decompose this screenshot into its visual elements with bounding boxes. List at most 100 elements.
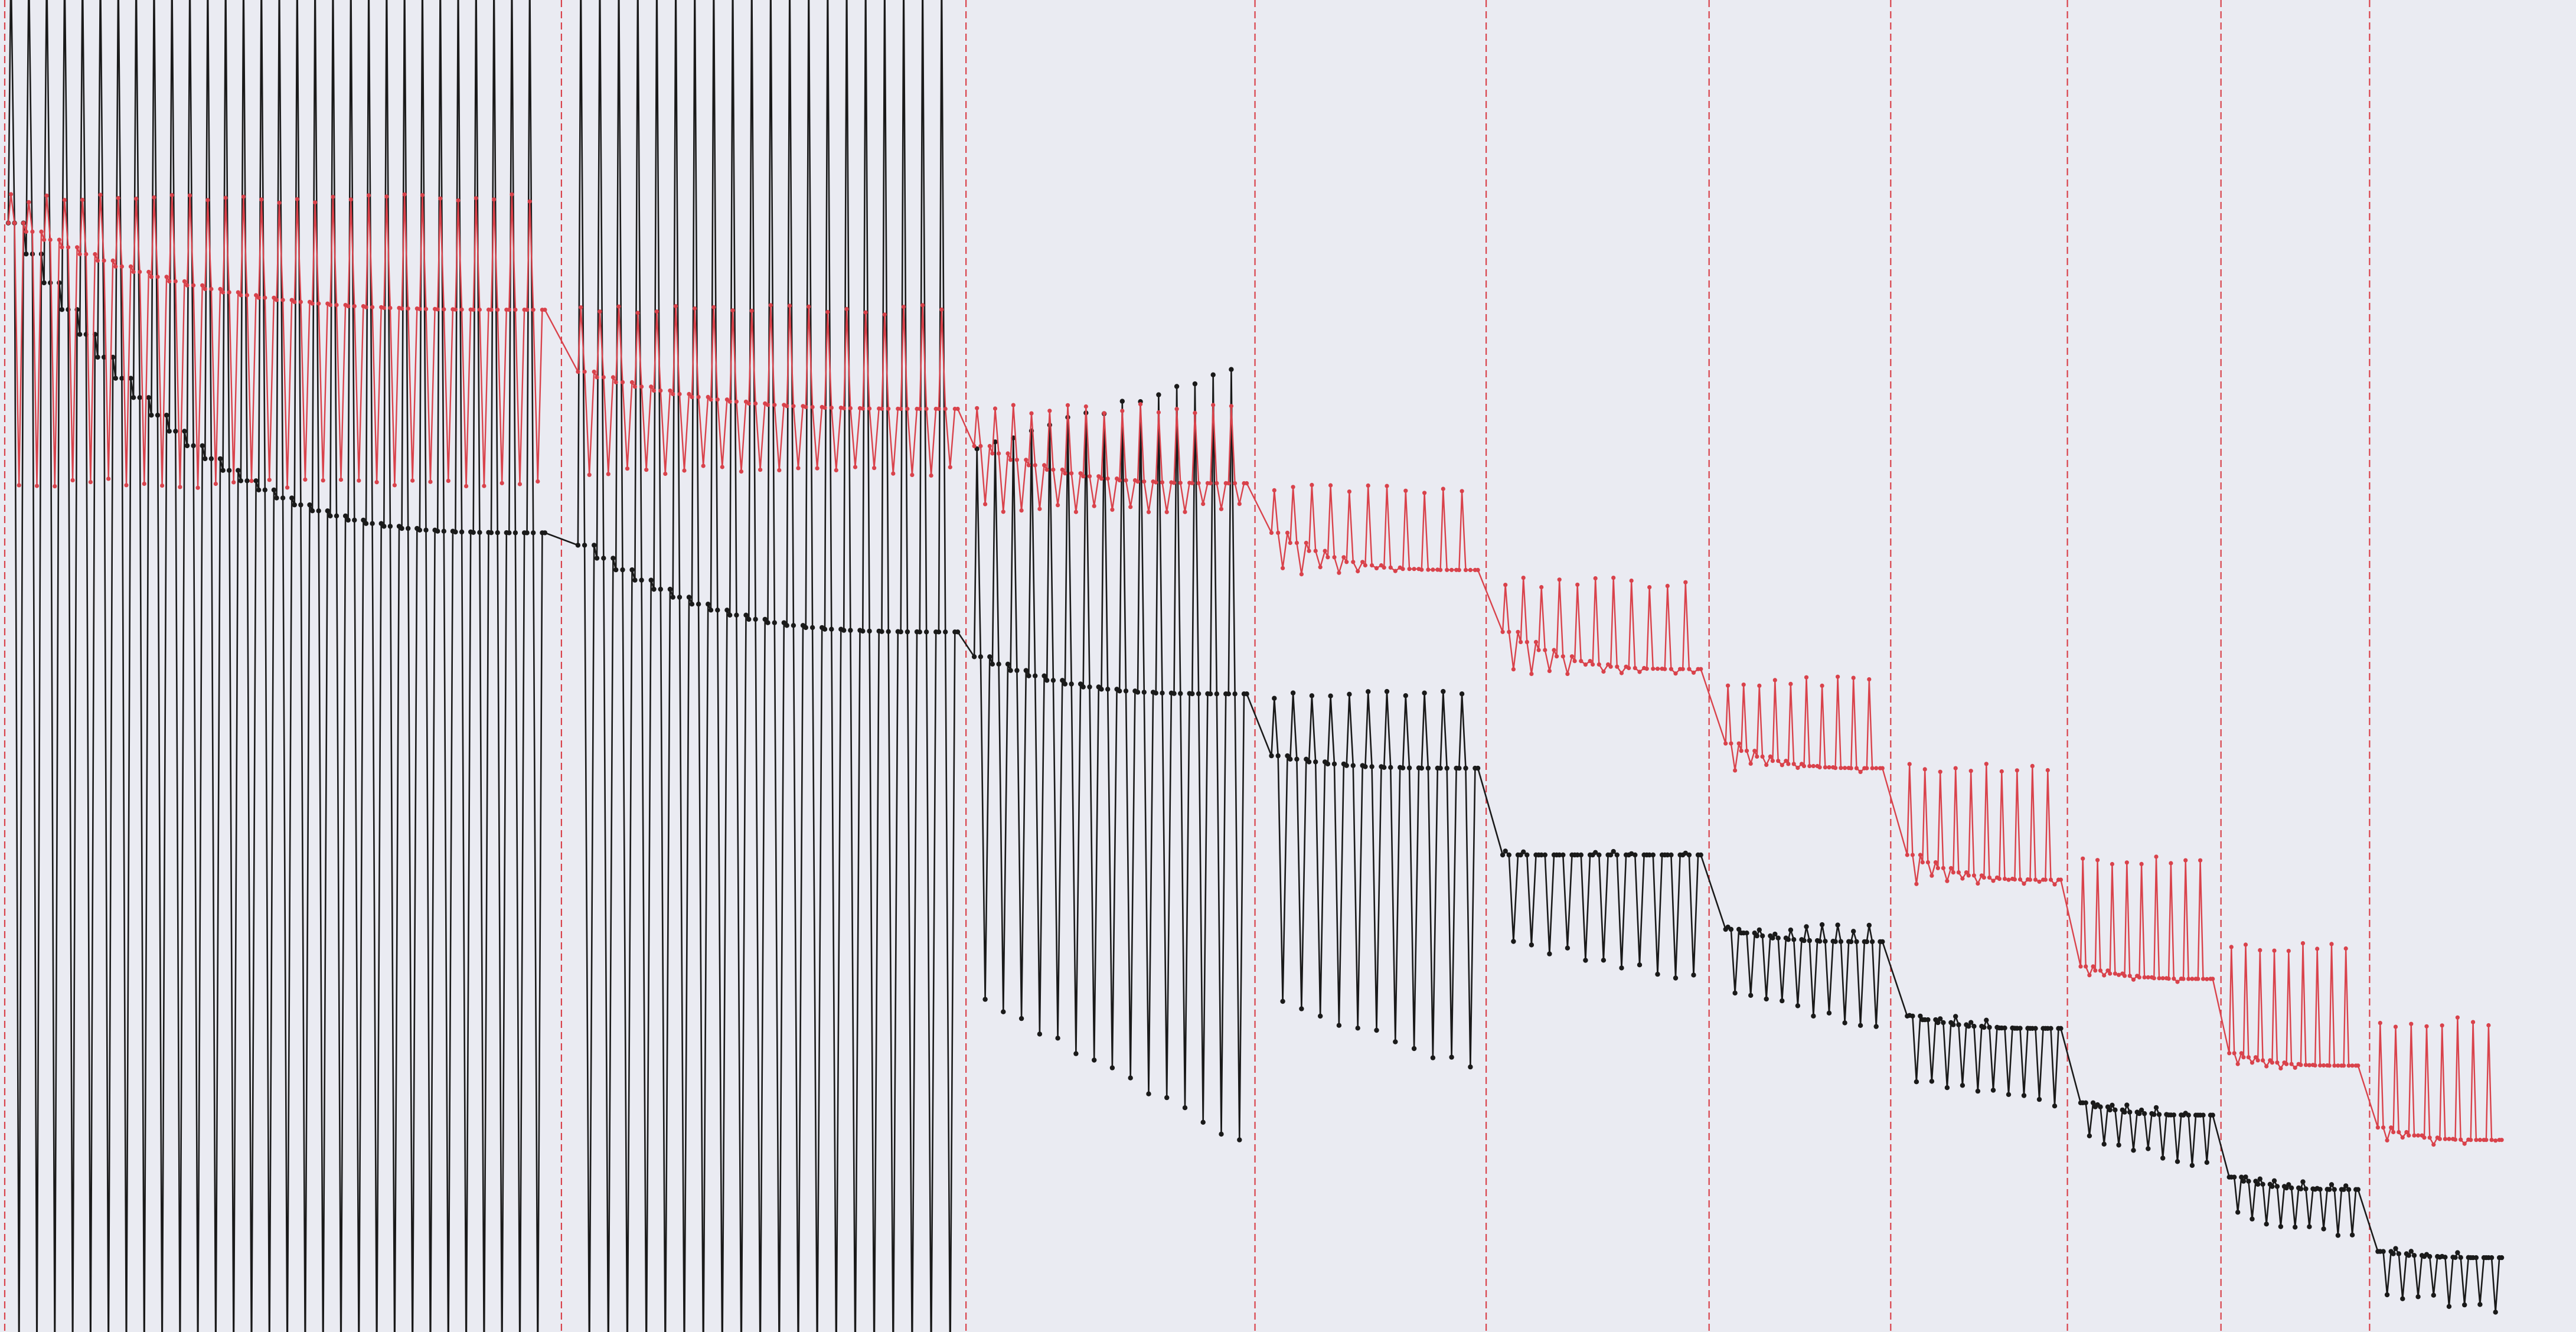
- data-point: [1770, 759, 1775, 763]
- data-point: [217, 456, 223, 462]
- data-point: [1374, 566, 1379, 571]
- data-point: [149, 275, 154, 279]
- data-point: [1211, 403, 1216, 407]
- data-point: [331, 194, 335, 200]
- data-point: [758, 468, 763, 472]
- data-point: [370, 521, 375, 526]
- data-point: [2455, 1250, 2460, 1255]
- data-point: [1422, 491, 1427, 495]
- data-point: [428, 479, 433, 484]
- data-point: [2137, 975, 2141, 980]
- data-point: [1382, 565, 1386, 570]
- data-point: [2200, 1112, 2206, 1118]
- data-point: [2156, 1112, 2162, 1117]
- data-point: [2409, 1021, 2414, 1026]
- data-point: [21, 221, 26, 226]
- data-point: [1663, 667, 1667, 671]
- data-point: [1171, 481, 1177, 485]
- data-point: [1723, 741, 1728, 746]
- data-point: [321, 478, 325, 483]
- data-point: [1699, 667, 1703, 671]
- data-point: [2122, 1109, 2127, 1115]
- data-point: [1925, 860, 1930, 865]
- data-point: [1807, 763, 1812, 769]
- data-point: [693, 306, 697, 311]
- data-point: [815, 466, 820, 471]
- data-point: [1080, 684, 1086, 690]
- data-point: [1336, 1023, 1342, 1028]
- data-point: [2303, 1186, 2309, 1191]
- data-point: [53, 484, 57, 489]
- data-point: [1741, 683, 1746, 687]
- data-point: [671, 391, 675, 397]
- data-point: [1938, 769, 1942, 774]
- data-point: [2447, 1137, 2451, 1141]
- data-point: [2455, 1015, 2460, 1020]
- data-point: [1232, 691, 1238, 697]
- data-point: [1739, 749, 1744, 753]
- data-point: [2278, 1066, 2283, 1070]
- data-point: [2349, 1232, 2355, 1238]
- data-point: [924, 406, 929, 412]
- data-point: [2241, 1178, 2247, 1184]
- data-point: [2270, 1060, 2274, 1065]
- data-point: [1583, 958, 1588, 963]
- data-point: [1056, 503, 1060, 508]
- data-point: [2378, 1021, 2382, 1026]
- data-point: [810, 404, 815, 410]
- data-point: [1457, 765, 1462, 771]
- data-point: [1953, 1014, 1958, 1019]
- data-point: [1686, 852, 1692, 858]
- data-point: [1309, 693, 1315, 698]
- data-point: [1637, 670, 1642, 674]
- data-point: [164, 275, 169, 279]
- data-point: [244, 293, 250, 298]
- data-point: [1092, 504, 1096, 508]
- data-point: [241, 194, 246, 199]
- data-point: [1014, 668, 1020, 673]
- data-point: [524, 530, 530, 536]
- data-point: [1374, 1027, 1379, 1033]
- data-point: [974, 446, 980, 452]
- data-point: [2261, 1058, 2265, 1063]
- data-point: [1135, 479, 1140, 484]
- data-point: [1910, 1013, 1915, 1019]
- data-point: [102, 258, 106, 263]
- data-point: [423, 527, 429, 533]
- data-point: [886, 406, 891, 411]
- data-point: [1141, 690, 1147, 695]
- data-point: [2241, 1055, 2246, 1060]
- data-point: [1328, 693, 1333, 698]
- data-point: [160, 483, 165, 488]
- data-point: [2321, 1226, 2326, 1232]
- data-point: [298, 502, 303, 508]
- data-point: [292, 502, 297, 508]
- data-point: [2189, 1163, 2195, 1168]
- data-point: [2171, 1112, 2176, 1118]
- data-point: [711, 305, 716, 309]
- data-point: [1500, 852, 1506, 858]
- data-point: [1441, 487, 1445, 491]
- data-point: [1382, 765, 1387, 771]
- data-point: [1507, 629, 1511, 634]
- data-point: [1313, 549, 1318, 553]
- data-point: [495, 308, 500, 312]
- data-point: [1412, 567, 1416, 572]
- series-black: [5, 0, 2505, 1332]
- data-point: [975, 406, 980, 410]
- data-point: [2322, 1063, 2326, 1068]
- data-point: [262, 487, 267, 492]
- data-point: [882, 312, 887, 317]
- data-point: [677, 391, 682, 397]
- data-point: [1547, 951, 1552, 956]
- data-point: [2289, 1062, 2294, 1066]
- data-point: [644, 468, 649, 472]
- data-point: [1991, 879, 1996, 883]
- data-point: [2028, 877, 2032, 882]
- data-point: [1683, 580, 1688, 585]
- data-point: [1026, 673, 1031, 678]
- data-point: [1669, 852, 1674, 858]
- data-point: [1291, 485, 1295, 489]
- data-point: [1655, 667, 1660, 671]
- data-point: [1807, 938, 1812, 944]
